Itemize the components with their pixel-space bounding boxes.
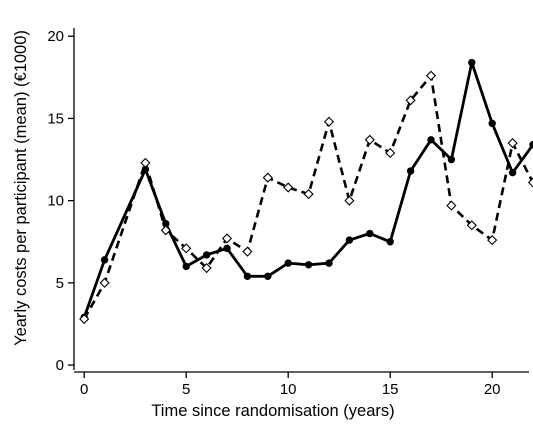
x-ticks: 0 5 10 15 20 (80, 372, 501, 398)
data-point (427, 136, 435, 144)
data-point (283, 182, 294, 193)
x-tick-label: 10 (280, 381, 297, 398)
y-ticks: 0 5 10 15 20 (47, 28, 74, 374)
series-line (82, 61, 533, 318)
data-point (160, 225, 171, 236)
data-point (100, 256, 109, 264)
data-point (140, 157, 151, 168)
data-point (488, 119, 496, 128)
data-point (323, 116, 335, 127)
axes (73, 28, 529, 373)
data-point (446, 200, 457, 211)
data-point (262, 172, 273, 183)
data-point (202, 251, 211, 259)
data-point (221, 233, 233, 244)
data-point (182, 262, 190, 271)
data-point (468, 58, 476, 67)
data-point (366, 229, 374, 238)
data-point (243, 272, 252, 280)
series-dashed (79, 70, 533, 325)
y-axis-title: Yearly costs per participant (mean) (€10… (12, 30, 30, 346)
data-point (527, 177, 533, 188)
y-tick-label: 5 (56, 275, 64, 292)
data-point (242, 246, 253, 257)
data-point (181, 243, 192, 254)
data-point (425, 70, 437, 81)
data-point (325, 259, 333, 267)
y-tick-label: 15 (47, 110, 64, 127)
data-point (529, 141, 533, 149)
data-point (364, 134, 375, 145)
data-point (405, 95, 416, 106)
data-point (487, 235, 498, 246)
data-point (303, 188, 314, 200)
x-tick-label: 0 (80, 381, 88, 398)
data-point (162, 219, 170, 228)
data-point (223, 244, 231, 253)
y-tick-label: 0 (56, 357, 64, 374)
data-point (344, 195, 355, 206)
y-tick-label: 10 (47, 193, 64, 210)
data-point (264, 272, 272, 280)
data-point (507, 138, 518, 149)
y-tick-label: 20 (47, 28, 64, 45)
x-tick-label: 5 (182, 381, 190, 398)
data-point (345, 236, 354, 244)
data-point (99, 277, 110, 288)
data-point (508, 168, 517, 177)
series-layer (79, 58, 533, 325)
x-axis-title: Time since randomisation (years) (151, 402, 394, 420)
series-line (83, 74, 533, 320)
x-tick-label: 15 (382, 381, 399, 398)
data-point (284, 259, 292, 267)
series-solid (80, 58, 533, 322)
data-point (466, 220, 477, 231)
data-point (385, 147, 396, 159)
data-point (406, 167, 415, 175)
data-point (201, 262, 212, 274)
data-point (386, 238, 394, 246)
data-point (447, 155, 456, 164)
data-point (79, 313, 90, 325)
x-tick-label: 20 (484, 381, 501, 398)
data-point (304, 261, 313, 269)
